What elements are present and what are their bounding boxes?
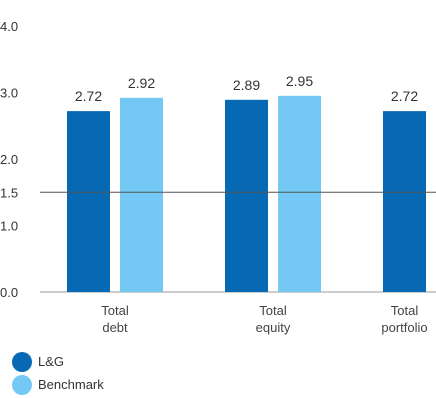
data-label: 2.89 [233,77,260,93]
data-label: 2.92 [128,75,155,91]
y-tick-label: 2.0 [0,152,18,167]
bar-benchmark [278,95,321,292]
data-label: 2.95 [286,73,313,89]
legend-swatch-lg [12,351,32,372]
legend-label-benchmark: Benchmark [38,377,104,392]
bar-lg [225,99,268,292]
bar-benchmark [120,97,163,292]
data-label: 2.72 [391,88,418,104]
data-label: 2.72 [75,88,102,104]
x-category-label: Total debt [101,303,129,335]
x-category-label: Total equity [256,303,291,335]
y-tick-label: 4.0 [0,19,18,34]
y-tick-label: 1.0 [0,219,18,234]
bar-lg [383,111,426,293]
bar-lg [67,111,110,293]
legend: L&G Benchmark [12,350,104,396]
legend-item-benchmark: Benchmark [12,373,104,396]
bar-chart: 0.0 1.0 1.5 2.0 3.0 4.0 2.72 2.92 Total debt 2.89 2… [0,19,436,335]
y-tick-label: 0.0 [0,285,18,300]
legend-item-lg: L&G [12,350,104,373]
y-tick-label: 3.0 [0,86,18,101]
y-tick-label: 1.5 [0,185,18,200]
legend-swatch-benchmark [12,374,32,395]
x-category-label: Total portfolio [381,303,427,335]
legend-label-lg: L&G [38,354,65,369]
